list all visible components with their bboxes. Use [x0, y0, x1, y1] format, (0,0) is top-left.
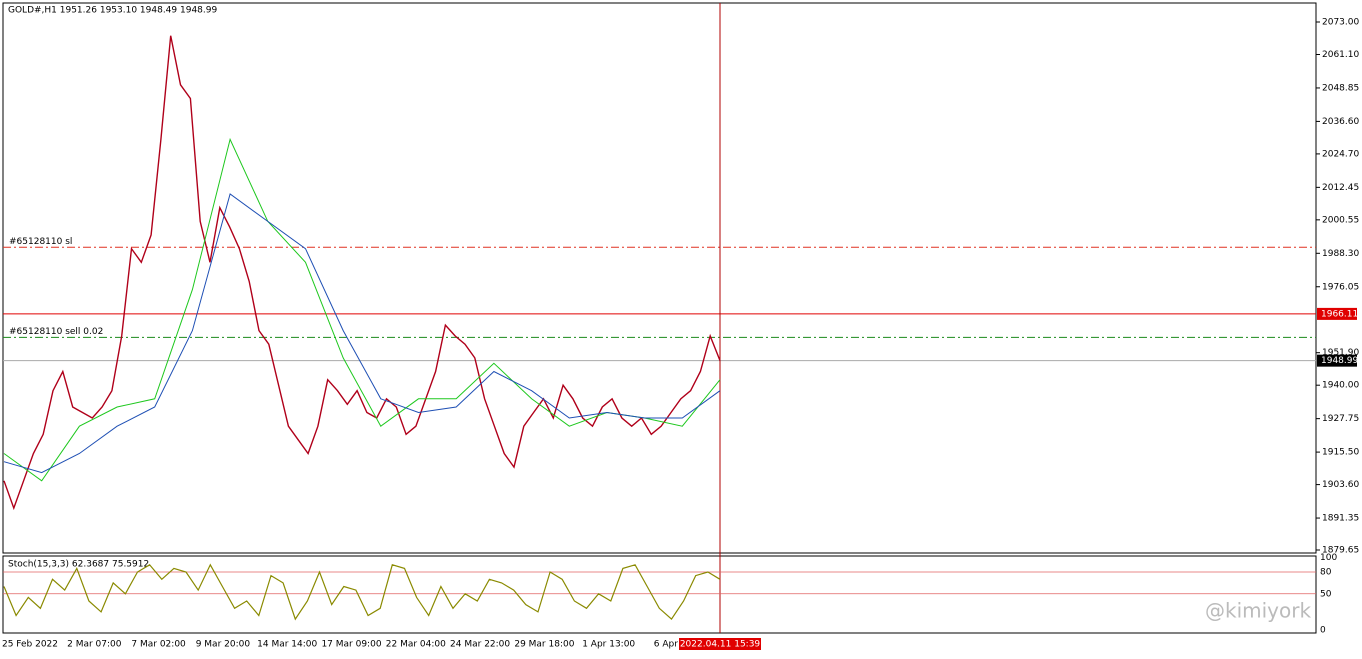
cursor-tag	[679, 638, 761, 650]
y-tick-label: 2012.45	[1322, 183, 1359, 193]
watermark: @kimiyork	[1205, 599, 1311, 623]
series-line	[3, 193, 721, 474]
x-tick-label: 22 Mar 04:00	[386, 640, 446, 650]
y-tick-label: 1940.00	[1322, 381, 1359, 391]
stoch-tick-label: 100	[1320, 553, 1337, 563]
x-tick-label: 6 Apr 08	[654, 640, 693, 650]
y-tick-label: 1891.35	[1322, 514, 1359, 524]
x-tick-label: 2 Mar 07:00	[67, 640, 122, 650]
series-line	[3, 35, 721, 511]
x-tick-label: 25 Feb 2022	[2, 640, 58, 650]
y-tick-label: 2061.10	[1322, 50, 1359, 60]
x-tick-label: 9 Mar 20:00	[196, 640, 251, 650]
price-pane	[2, 2, 1317, 554]
y-tick-label: 1915.50	[1322, 448, 1359, 458]
stoch-title: Stoch(15,3,3) 62.3687 75.5912	[8, 560, 149, 570]
chart-title: GOLD#,H1 1951.26 1953.10 1948.49 1948.99	[8, 6, 217, 16]
stoch-tick-label: 0	[1320, 626, 1326, 636]
x-tick-label: 7 Mar 02:00	[131, 640, 186, 650]
x-tick-label: 29 Mar 18:00	[514, 640, 574, 650]
y-tick-label: 2073.00	[1322, 18, 1359, 28]
price-tag-label: 1948.99	[1321, 356, 1358, 366]
order-label: #65128110 sell 0.02	[9, 327, 103, 337]
x-tick-label: 17 Mar 09:00	[321, 640, 381, 650]
x-tick-label: 1 Apr 13:00	[582, 640, 635, 650]
y-tick-label: 1988.30	[1322, 249, 1359, 259]
stoch-pane	[2, 555, 1317, 634]
y-tick-label: 1879.65	[1322, 545, 1359, 555]
order-label: #65128110 sl	[9, 237, 72, 247]
price-tag-label: 1966.11	[1321, 309, 1358, 319]
stoch-line	[3, 563, 721, 621]
y-tick-label: 1903.60	[1322, 480, 1359, 490]
x-tick-label: 24 Mar 22:00	[450, 640, 510, 650]
cursor-tag-label: 2022.04.11 15:39	[680, 640, 761, 650]
price-tag	[1317, 354, 1357, 367]
price-tag	[1317, 307, 1357, 320]
x-tick-label: 14 Mar 14:00	[257, 640, 317, 650]
series-line	[3, 137, 721, 482]
stoch-tick-label: 50	[1320, 589, 1332, 599]
y-tick-label: 2024.70	[1322, 149, 1359, 159]
stoch-tick-label: 80	[1320, 568, 1332, 578]
y-tick-label: 2048.85	[1322, 83, 1359, 93]
y-tick-label: 2000.55	[1322, 215, 1359, 225]
y-tick-label: 1951.90	[1322, 348, 1359, 358]
y-tick-label: 1927.75	[1322, 414, 1359, 424]
y-tick-label: 2036.60	[1322, 117, 1359, 127]
y-tick-label: 1976.05	[1322, 282, 1359, 292]
